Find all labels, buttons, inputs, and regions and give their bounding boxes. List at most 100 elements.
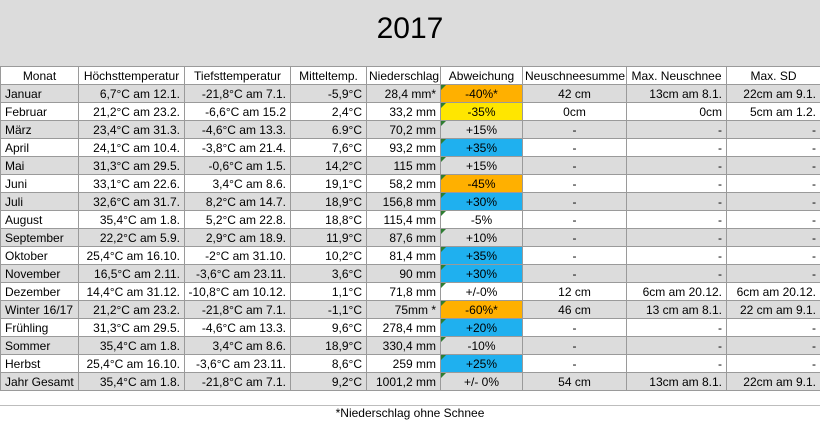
cell-abweichung: +15% [441, 157, 523, 175]
cell-text: 33,1°C am 22.6. [93, 177, 180, 191]
comment-marker-icon [441, 175, 446, 180]
cell-hoechsttemperatur: 31,3°C am 29.5. [79, 157, 185, 175]
cell-text: 24,1°C am 10.4. [93, 141, 180, 155]
cell-text: -0,6°C am 1.5. [209, 159, 287, 173]
cell-text: -40%* [465, 87, 498, 101]
cell-text: - [812, 177, 816, 191]
cell-hoechsttemperatur: 21,2°C am 23.2. [79, 301, 185, 319]
cell-niederschlag: 87,6 mm [367, 229, 441, 247]
cell-niederschlag: 93,2 mm [367, 139, 441, 157]
cell-text: Juli [5, 195, 23, 209]
cell-text: 93,2 mm [389, 141, 436, 155]
cell-text: 18,8°C [325, 213, 362, 227]
cell-monat: Oktober [1, 247, 79, 265]
cell-text: 33,2 mm [389, 105, 436, 119]
cell-text: 3,4°C am 8.6. [213, 339, 287, 353]
comment-marker-icon [441, 319, 446, 324]
cell-text: 22cm am 9.1. [743, 87, 816, 101]
cell-tiefsttemperatur: 3,4°C am 8.6. [185, 337, 291, 355]
cell-text: 87,6 mm [389, 231, 436, 245]
cell-mitteltemp: 1,1°C [291, 283, 367, 301]
cell-max-neuschnee: - [627, 355, 727, 373]
cell-mitteltemp: 9,2°C [291, 373, 367, 391]
cell-neuschneesumme: - [523, 265, 627, 283]
cell-text: -21,8°C am 7.1. [202, 303, 286, 317]
cell-monat: Frühling [1, 319, 79, 337]
cell-neuschneesumme: - [523, 211, 627, 229]
cell-monat: Sommer [1, 337, 79, 355]
cell-niederschlag: 156,8 mm [367, 193, 441, 211]
cell-text: 12 cm [558, 285, 591, 299]
cell-abweichung: -10% [441, 337, 523, 355]
cell-monat: August [1, 211, 79, 229]
cell-tiefsttemperatur: -3,6°C am 23.11. [185, 265, 291, 283]
cell-hoechsttemperatur: 23,4°C am 31.3. [79, 121, 185, 139]
cell-text: 19,1°C [325, 177, 362, 191]
cell-text: Jahr Gesamt [5, 375, 74, 389]
cell-abweichung: +25% [441, 355, 523, 373]
cell-text: April [5, 141, 29, 155]
cell-neuschneesumme: - [523, 139, 627, 157]
cell-max-neuschnee: - [627, 139, 727, 157]
cell-tiefsttemperatur: -21,8°C am 7.1. [185, 85, 291, 103]
cell-text: 6cm am 20.12. [643, 285, 722, 299]
cell-text: +/-0% [466, 285, 498, 299]
cell-text: 23,4°C am 31.3. [93, 123, 180, 137]
cell-text: November [5, 267, 60, 281]
cell-mitteltemp: 19,1°C [291, 175, 367, 193]
cell-text: 71,8 mm [389, 285, 436, 299]
cell-niederschlag: 28,4 mm* [367, 85, 441, 103]
cell-niederschlag: 33,2 mm [367, 103, 441, 121]
cell-monat: Jahr Gesamt [1, 373, 79, 391]
cell-text: 2,4°C [332, 105, 362, 119]
col-header-abweichung: Abweichung [441, 67, 523, 85]
cell-tiefsttemperatur: 2,9°C am 18.9. [185, 229, 291, 247]
cell-text: - [812, 321, 816, 335]
cell-abweichung: -60%* [441, 301, 523, 319]
cell-text: 22cm am 9.1. [743, 375, 816, 389]
cell-text: - [812, 123, 816, 137]
cell-neuschneesumme: 12 cm [523, 283, 627, 301]
climate-table: Monat Höchsttemperatur Tiefsttemperatur … [0, 66, 820, 391]
cell-text: -6,6°C am 15.2 [205, 105, 286, 119]
cell-text: +30% [466, 267, 497, 281]
cell-hoechsttemperatur: 35,4°C am 1.8. [79, 373, 185, 391]
cell-tiefsttemperatur: -6,6°C am 15.2 [185, 103, 291, 121]
col-header-niederschlag: Niederschlag [367, 67, 441, 85]
cell-niederschlag: 71,8 mm [367, 283, 441, 301]
cell-max-sd: - [727, 193, 820, 211]
cell-text: 35,4°C am 1.8. [100, 339, 180, 353]
cell-text: - [718, 213, 722, 227]
cell-text: 8,2°C am 14.7. [206, 195, 286, 209]
cell-text: 3,4°C am 8.6. [213, 177, 287, 191]
cell-mitteltemp: 18,9°C [291, 337, 367, 355]
cell-text: 115 mm [394, 159, 436, 173]
cell-text: +20% [466, 321, 497, 335]
comment-marker-icon [441, 247, 446, 252]
comment-marker-icon [441, 139, 446, 144]
cell-tiefsttemperatur: -3,6°C am 23.11. [185, 355, 291, 373]
cell-hoechsttemperatur: 35,4°C am 1.8. [79, 211, 185, 229]
cell-hoechsttemperatur: 14,4°C am 31.12. [79, 283, 185, 301]
cell-text: 3,6°C [332, 267, 362, 281]
cell-text: 46 cm [558, 303, 591, 317]
cell-text: -3,8°C am 21.4. [202, 141, 286, 155]
cell-max-sd: - [727, 211, 820, 229]
cell-neuschneesumme: - [523, 193, 627, 211]
cell-text: - [573, 123, 577, 137]
cell-max-neuschnee: 13cm am 8.1. [627, 373, 727, 391]
cell-monat: November [1, 265, 79, 283]
cell-text: -5% [471, 213, 492, 227]
cell-neuschneesumme: 0cm [523, 103, 627, 121]
cell-text: 13cm am 8.1. [649, 375, 722, 389]
cell-hoechsttemperatur: 6,7°C am 12.1. [79, 85, 185, 103]
cell-niederschlag: 115 mm [367, 157, 441, 175]
cell-max-neuschnee: - [627, 121, 727, 139]
